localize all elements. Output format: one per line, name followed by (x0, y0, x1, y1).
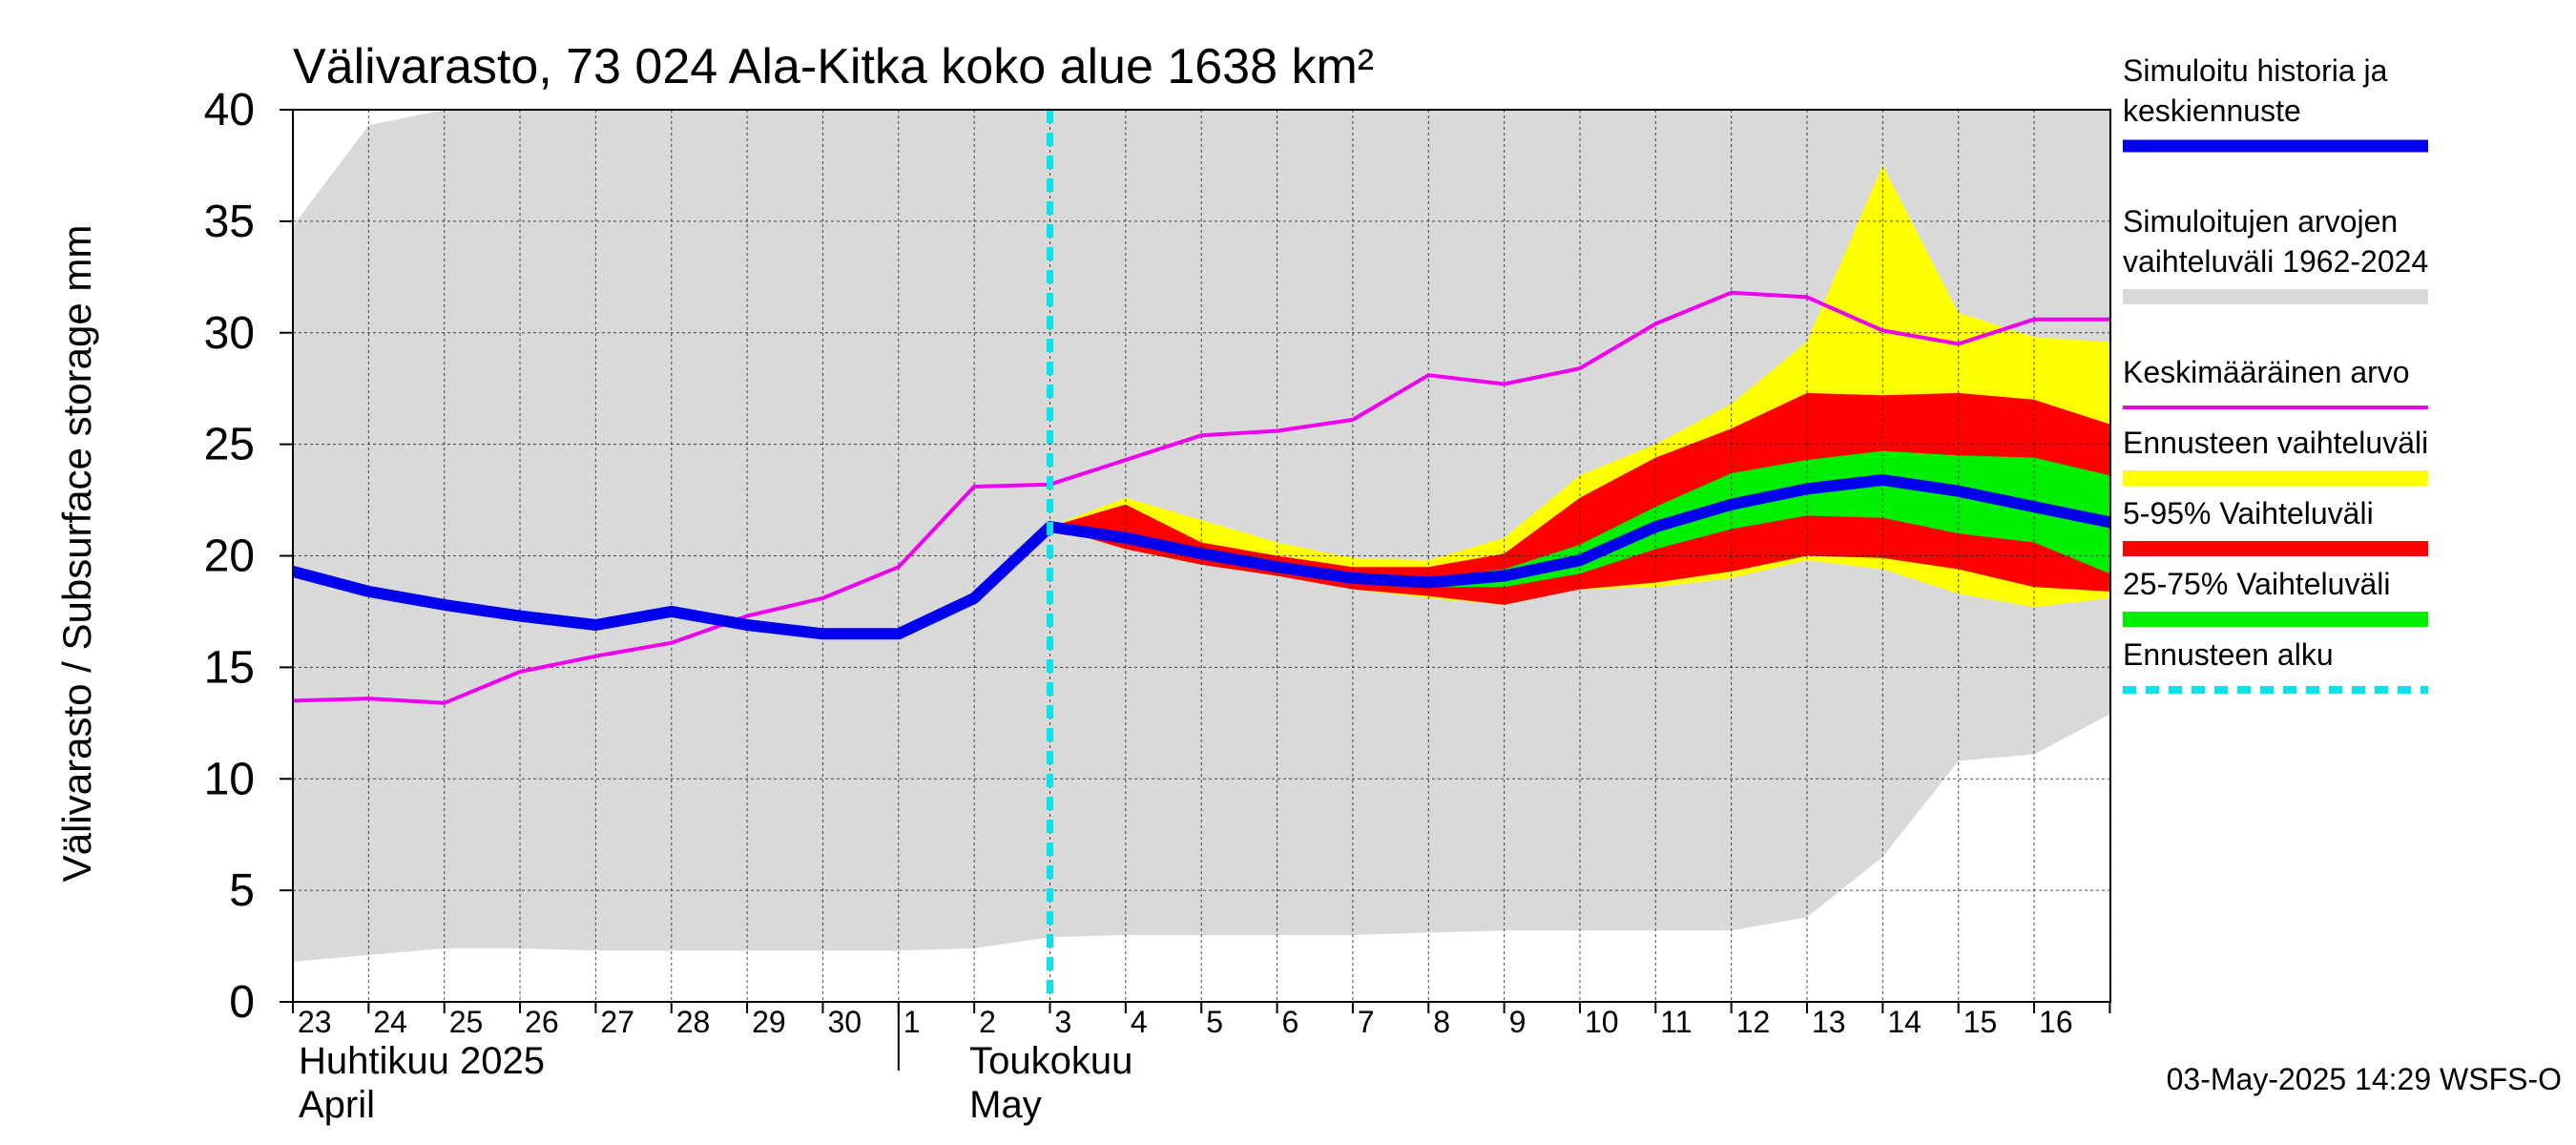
x-tick-label: 3 (1055, 1005, 1072, 1039)
chart-title: Välivarasto, 73 024 Ala-Kitka koko alue … (293, 39, 1374, 94)
x-tick-label: 10 (1585, 1005, 1619, 1039)
legend: Simuloitu historia jakeskiennusteSimuloi… (2123, 53, 2428, 694)
x-tick-label: 29 (752, 1005, 786, 1039)
x-tick-label: 14 (1887, 1005, 1922, 1039)
legend-item-1: Simuloitujen arvojen vaihteluväli 1962-20… (2123, 204, 2428, 304)
x-tick-label: 28 (676, 1005, 711, 1039)
legend-label: 25-75% Vaihteluväli (2123, 567, 2390, 601)
x-tick-label: 15 (1963, 1005, 1998, 1039)
x-tick-label: 13 (1812, 1005, 1846, 1039)
legend-swatch (2123, 541, 2428, 556)
legend-label: Ennusteen vaihteluväli (2123, 426, 2428, 460)
legend-swatch (2123, 612, 2428, 627)
median-line (293, 474, 2110, 640)
month-label-en: April (299, 1084, 375, 1126)
legend-swatch (2123, 470, 2428, 486)
legend-swatch (2123, 289, 2428, 304)
x-tick-label: 9 (1509, 1005, 1527, 1039)
legend-item-0: Simuloitu historia ja keskiennuste (2123, 53, 2428, 153)
y-tick-label: 10 (204, 754, 255, 804)
legend-item-2: Keskimääräinen arvo (2123, 355, 2428, 409)
legend-label: 5-95% Vaihteluväli (2123, 496, 2374, 531)
x-tick-label: 11 (1660, 1005, 1692, 1039)
legend-item-5: 25-75% Vaihteluväli (2123, 567, 2428, 627)
plot-area (292, 109, 2111, 1003)
legend-label: Simuloitujen arvojen (2123, 204, 2398, 239)
x-tick-label: 1 (904, 1005, 921, 1039)
x-tick-label: 26 (525, 1005, 559, 1039)
month-label-fi: Huhtikuu 2025 (299, 1040, 545, 1082)
x-tick-label: 4 (1131, 1005, 1148, 1039)
legend-label: Simuloitu historia ja (2123, 53, 2388, 88)
legend-label: Keskimääräinen arvo (2123, 355, 2410, 389)
mean-line (293, 290, 2110, 705)
p5-95-band (1049, 392, 2110, 605)
x-tick-label: 5 (1206, 1005, 1223, 1039)
x-tick-label: 25 (449, 1005, 484, 1039)
x-tick-label: 7 (1358, 1005, 1375, 1039)
footer-timestamp: 03-May-2025 14:29 WSFS-O (2167, 1062, 2562, 1096)
y-tick-label: 5 (229, 865, 255, 916)
x-tick-label: 27 (600, 1005, 634, 1039)
legend-label: vaihteluväli 1962-2024 (2123, 244, 2428, 279)
x-tick-label: 2 (979, 1005, 996, 1039)
x-tick-label: 12 (1736, 1005, 1771, 1039)
plot-layers (293, 110, 2110, 1002)
month-label-en: May (969, 1084, 1042, 1126)
legend-label: Ennusteen alku (2123, 637, 2334, 672)
legend-label: keskiennuste (2123, 94, 2301, 128)
legend-item-3: Ennusteen vaihteluväli (2123, 426, 2428, 486)
y-tick-label: 40 (204, 85, 255, 135)
x-tick-label: 6 (1282, 1005, 1299, 1039)
legend-item-6: Ennusteen alku (2123, 637, 2428, 694)
x-axis: 23 24 25 26 27 28 29 30 1 2 3 4 5 6 7 8 9 10 11 12 13 14 15 16H… (292, 1002, 2111, 1126)
x-tick-label: 24 (373, 1005, 407, 1039)
x-tick-label: 30 (827, 1005, 862, 1039)
x-tick-label: 8 (1433, 1005, 1450, 1039)
legend-item-4: 5-95% Vaihteluväli (2123, 496, 2428, 556)
y-axis: 0 5 10 15 20 25 30 35 40 (204, 85, 293, 1028)
y-tick-label: 20 (204, 531, 255, 582)
y-tick-label: 35 (204, 197, 255, 247)
x-tick-label: 16 (2039, 1005, 2073, 1039)
y-tick-label: 25 (204, 420, 255, 470)
y-tick-label: 30 (204, 308, 255, 359)
y-axis-label: Välivarasto / Subsurface storage mm (54, 225, 99, 883)
y-tick-label: 15 (204, 642, 255, 693)
month-label-fi: Toukokuu (969, 1040, 1132, 1082)
x-tick-label: 23 (298, 1005, 332, 1039)
y-tick-label: 0 (229, 977, 255, 1028)
